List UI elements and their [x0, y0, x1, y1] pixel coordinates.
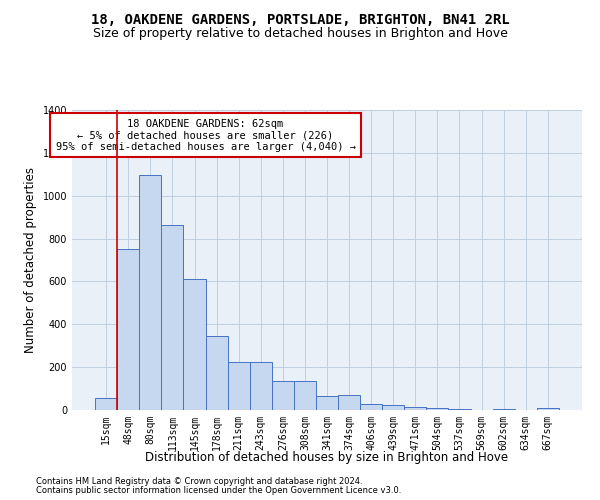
Bar	[404, 407, 427, 410]
Bar	[184, 280, 206, 410]
Bar	[250, 362, 272, 410]
Bar	[316, 396, 338, 410]
Bar	[537, 408, 559, 410]
Bar	[206, 336, 227, 410]
Text: Size of property relative to detached houses in Brighton and Hove: Size of property relative to detached ho…	[92, 28, 508, 40]
Bar	[139, 176, 161, 410]
Bar	[227, 362, 250, 410]
Text: Contains HM Land Registry data © Crown copyright and database right 2024.: Contains HM Land Registry data © Crown c…	[36, 477, 362, 486]
Bar	[382, 404, 404, 410]
Bar	[294, 381, 316, 410]
Bar	[448, 409, 470, 410]
Text: Contains public sector information licensed under the Open Government Licence v3: Contains public sector information licen…	[36, 486, 401, 495]
Bar	[427, 408, 448, 410]
Text: 18, OAKDENE GARDENS, PORTSLADE, BRIGHTON, BN41 2RL: 18, OAKDENE GARDENS, PORTSLADE, BRIGHTON…	[91, 12, 509, 26]
Bar	[95, 398, 117, 410]
Text: 18 OAKDENE GARDENS: 62sqm
← 5% of detached houses are smaller (226)
95% of semi-: 18 OAKDENE GARDENS: 62sqm ← 5% of detach…	[56, 118, 356, 152]
Bar	[338, 395, 360, 410]
Text: Distribution of detached houses by size in Brighton and Hove: Distribution of detached houses by size …	[145, 451, 509, 464]
Bar	[493, 409, 515, 410]
Bar	[272, 381, 294, 410]
Bar	[117, 250, 139, 410]
Bar	[360, 404, 382, 410]
Y-axis label: Number of detached properties: Number of detached properties	[24, 167, 37, 353]
Bar	[161, 224, 184, 410]
